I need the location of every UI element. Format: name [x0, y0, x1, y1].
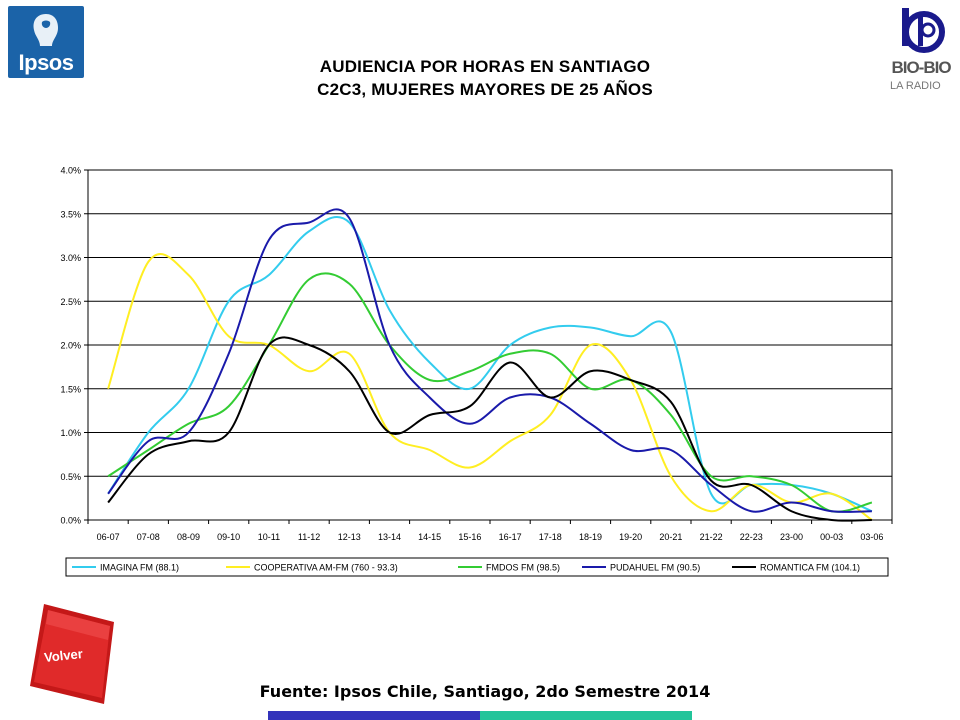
- y-tick-label: 2.5%: [60, 297, 81, 307]
- biobio-emblem-icon: [902, 8, 945, 53]
- footer-bar-blue: [268, 711, 480, 720]
- chart-title-line1: AUDIENCIA POR HORAS EN SANTIAGO: [319, 57, 651, 76]
- x-tick-label: 11-12: [298, 532, 320, 542]
- x-tick-label: 13-14: [378, 532, 401, 542]
- legend-label-3: PUDAHUEL FM (90.5): [610, 563, 700, 573]
- biobio-subtitle: LA RADIO: [890, 80, 941, 92]
- y-tick-label: 1.5%: [60, 384, 81, 394]
- series-line-4: [107, 336, 872, 522]
- y-tick-label: 3.0%: [60, 253, 81, 263]
- footer-bar-teal: [480, 711, 692, 720]
- ipsos-wordmark: Ipsos: [18, 50, 74, 75]
- volver-button[interactable]: Volver: [24, 600, 124, 710]
- source-note: Fuente: Ipsos Chile, Santiago, 2do Semes…: [259, 682, 711, 701]
- series-line-2: [107, 272, 873, 513]
- biobio-logo: BIO-BIO LA RADIO: [886, 6, 956, 98]
- x-tick-label: 17-18: [539, 532, 562, 542]
- y-tick-label: 0.0%: [60, 516, 81, 526]
- x-tick-label: 16-17: [499, 532, 522, 542]
- y-tick-label: 1.0%: [60, 428, 81, 438]
- x-tick-label: 07-08: [137, 532, 160, 542]
- series-line-3: [107, 208, 872, 513]
- x-tick-label: 18-19: [579, 532, 602, 542]
- x-tick-label: 14-15: [418, 532, 441, 542]
- x-tick-label: 09-10: [217, 532, 240, 542]
- x-tick-label: 22-23: [740, 532, 763, 542]
- legend-label-1: COOPERATIVA AM-FM (760 - 93.3): [254, 563, 398, 573]
- legend-label-4: ROMANTICA FM (104.1): [760, 563, 860, 573]
- chart-title-line2: C2C3, MUJERES MAYORES DE 25 AÑOS: [317, 80, 653, 99]
- legend-label-0: IMAGINA FM (88.1): [100, 563, 179, 573]
- volver-shape-icon: [30, 604, 114, 704]
- y-tick-label: 2.0%: [60, 341, 81, 351]
- y-tick-label: 3.5%: [60, 209, 81, 219]
- x-tick-label: 15-16: [458, 532, 481, 542]
- ipsos-emblem-icon: [33, 14, 58, 46]
- y-tick-label: 0.5%: [60, 472, 81, 482]
- biobio-wordmark: BIO-BIO: [891, 58, 951, 77]
- x-tick-label: 19-20: [619, 532, 642, 542]
- ipsos-logo: Ipsos: [8, 6, 84, 78]
- legend-label-2: FMDOS FM (98.5): [486, 563, 560, 573]
- x-tick-label: 00-03: [820, 532, 843, 542]
- x-tick-label: 21-22: [700, 532, 723, 542]
- x-tick-label: 12-13: [338, 532, 361, 542]
- x-tick-label: 06-07: [97, 532, 120, 542]
- x-tick-label: 10-11: [258, 532, 280, 542]
- x-tick-label: 08-09: [177, 532, 200, 542]
- x-tick-label: 03-06: [860, 532, 883, 542]
- x-tick-label: 23-00: [780, 532, 803, 542]
- series-line-1: [107, 253, 873, 521]
- x-tick-label: 20-21: [659, 532, 682, 542]
- y-tick-label: 4.0%: [60, 166, 81, 176]
